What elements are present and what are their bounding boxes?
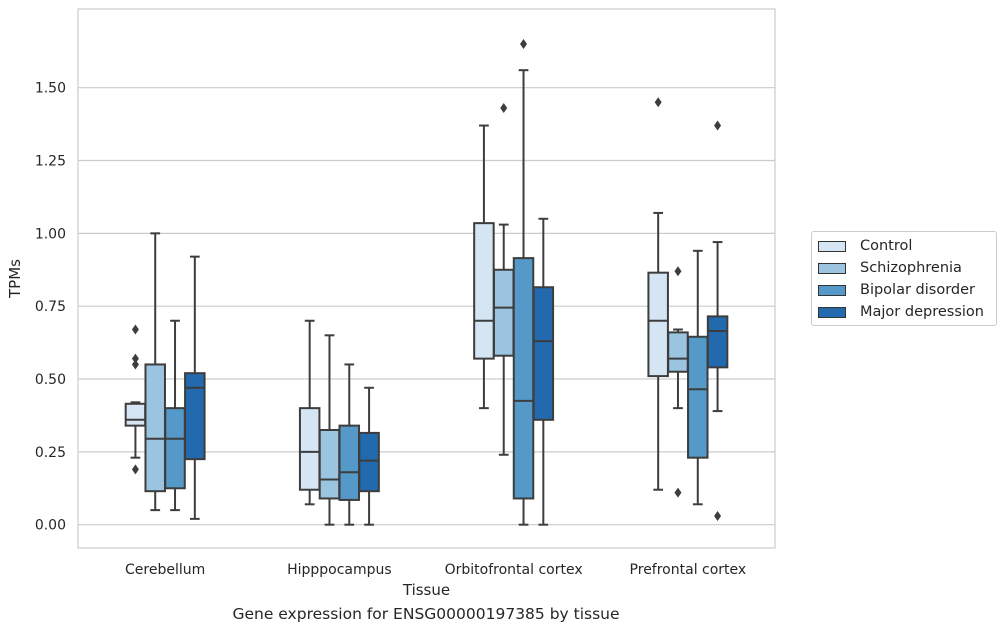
outlier-point <box>500 103 508 114</box>
y-tick-label: 1.50 <box>35 81 66 97</box>
box-schizophrenia-1 <box>318 334 341 526</box>
box-major-depression-3 <box>706 120 729 521</box>
legend-item-major-depression: Major depression <box>818 303 984 321</box>
boxes <box>124 38 729 526</box>
legend-item-control: Control <box>818 237 912 255</box>
legend-swatch-bipolar-disorder <box>818 284 846 296</box>
box-iqr <box>706 315 729 369</box>
legend-swatch-major-depression <box>818 306 846 318</box>
box-iqr <box>473 222 495 360</box>
box-iqr <box>298 407 321 491</box>
y-tick-label: 0.50 <box>35 372 66 388</box>
box-iqr <box>164 407 186 490</box>
box-iqr <box>318 429 341 500</box>
outlier-point <box>131 464 139 475</box>
outlier-point <box>674 487 682 498</box>
box-bipolar-disorder-0 <box>164 319 186 512</box>
box-bipolar-disorder-2 <box>512 38 535 526</box>
box-iqr <box>144 363 166 493</box>
y-tick-label: 0.75 <box>35 299 66 315</box>
box-schizophrenia-2 <box>492 103 515 456</box>
box-schizophrenia-0 <box>144 232 166 512</box>
box-iqr <box>532 286 555 421</box>
box-schizophrenia-3 <box>667 266 689 498</box>
legend: Control Schizophrenia Bipolar disorder M… <box>811 231 997 326</box>
x-axis-title: Tissue <box>402 581 450 599</box>
y-tick-label: 0.00 <box>35 518 66 534</box>
x-tick-label: Hipppocampus <box>287 562 392 578</box>
box-iqr <box>358 431 380 493</box>
y-tick-label: 1.00 <box>35 226 66 242</box>
box-iqr <box>687 335 709 459</box>
legend-label-control: Control <box>860 238 913 254</box>
legend-swatch-control <box>818 240 846 252</box>
box-bipolar-disorder-3 <box>687 249 709 506</box>
x-tick-label: Cerebellum <box>125 562 205 578</box>
y-tick-label: 0.25 <box>35 445 66 461</box>
x-tick-label: Orbitofrontal cortex <box>445 562 583 578</box>
y-axis-title: TPMs <box>6 259 24 299</box>
outlier-point <box>714 510 722 521</box>
outlier-point <box>654 97 662 108</box>
box-iqr <box>512 257 535 500</box>
box-control-3 <box>647 97 669 491</box>
y-tick-label: 1.25 <box>35 154 66 170</box>
box-bipolar-disorder-1 <box>338 363 361 526</box>
outlier-point <box>520 38 528 49</box>
legend-item-bipolar-disorder: Bipolar disorder <box>818 281 975 299</box>
outlier-point <box>131 359 139 370</box>
box-control-1 <box>298 319 321 506</box>
box-iqr <box>667 331 689 373</box>
legend-label-major-depression: Major depression <box>860 304 984 320</box>
outlier-point <box>714 120 722 131</box>
box-iqr <box>647 271 669 378</box>
outlier-point <box>131 324 139 335</box>
outlier-point <box>674 266 682 277</box>
outlier-point <box>131 353 139 364</box>
legend-item-schizophrenia: Schizophrenia <box>818 259 962 277</box>
box-iqr <box>338 424 361 501</box>
legend-label-bipolar-disorder: Bipolar disorder <box>860 282 975 298</box>
box-major-depression-1 <box>358 386 380 526</box>
box-iqr <box>492 268 515 357</box>
legend-swatch-schizophrenia <box>818 262 846 274</box>
box-iqr <box>184 372 206 461</box>
box-major-depression-0 <box>184 255 206 520</box>
plot-frame <box>77 8 776 549</box>
box-control-2 <box>473 124 495 410</box>
box-major-depression-2 <box>532 217 555 526</box>
x-tick-label: Prefrontal cortex <box>630 562 747 578</box>
legend-label-schizophrenia: Schizophrenia <box>860 260 962 276</box>
chart-caption: Gene expression for ENSG00000197385 by t… <box>232 605 620 623</box>
tick-labels: 0.00 0.25 0.50 0.75 1.00 1.25 1.50 Cerebellum Hi… <box>35 81 746 578</box>
box-control-0 <box>124 324 147 475</box>
box-iqr <box>124 402 147 427</box>
